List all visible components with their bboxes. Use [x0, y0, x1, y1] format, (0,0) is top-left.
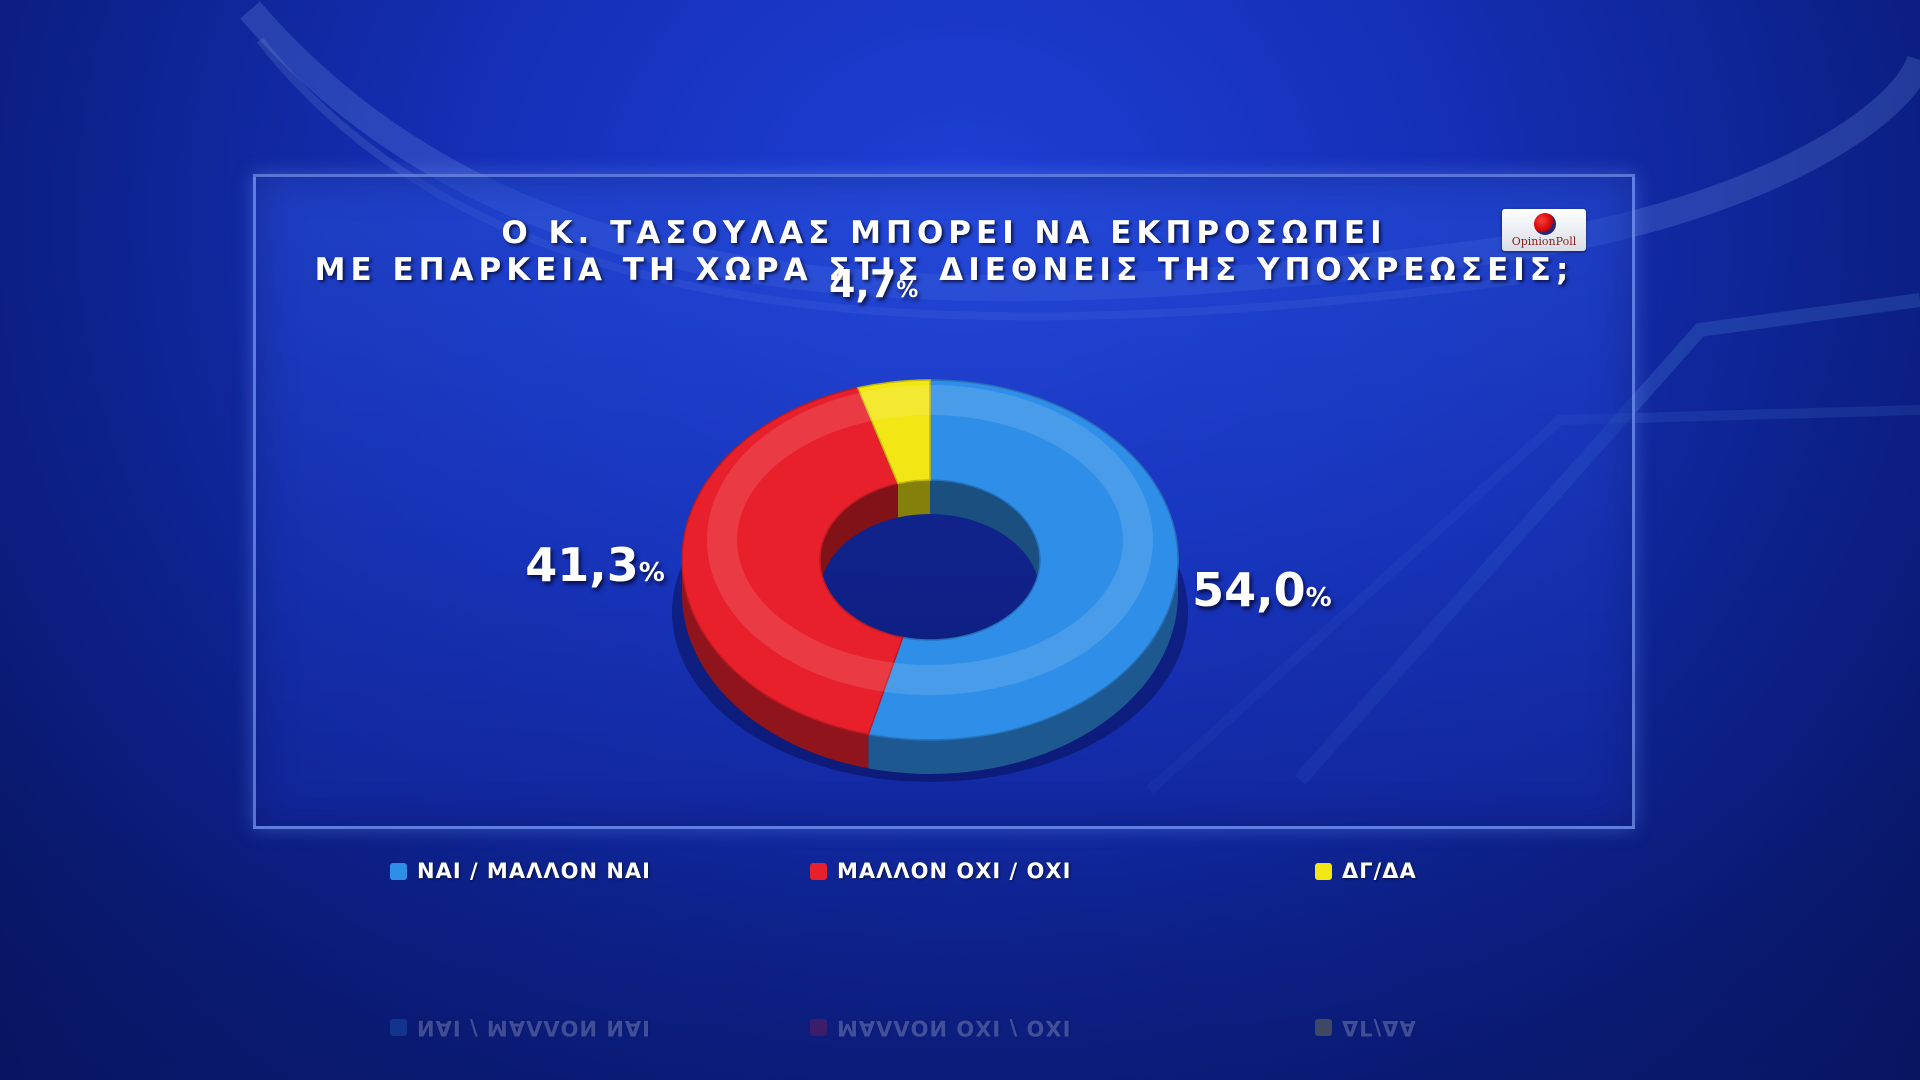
- value-number: 4,7: [828, 262, 897, 307]
- value-unit: %: [896, 278, 919, 304]
- legend-label: ΔΓ/ΔΑ: [1342, 1016, 1417, 1040]
- title-line-2: ΜΕ ΕΠΑΡΚΕΙΑ ΤΗ ΧΩΡΑ ΣΤΙΣ ΔΙΕΘΝΕΙΣ ΤΗΣ ΥΠ…: [314, 252, 1574, 288]
- legend-label: ΝΑΙ / ΜΑΛΛΟΝ ΝΑΙ: [417, 1016, 651, 1040]
- value-unit: %: [1305, 583, 1332, 614]
- legend-label: ΜΑΛΛΟΝ ΟΧΙ / ΟΧΙ: [837, 859, 1072, 883]
- legend-swatch: [1315, 862, 1332, 880]
- legend-label: ΔΓ/ΔΑ: [1342, 859, 1417, 883]
- legend-label: ΝΑΙ / ΜΑΛΛΟΝ ΝΑΙ: [417, 859, 651, 883]
- value-unit: %: [638, 558, 665, 589]
- logo-text: OpinionPoll: [1511, 235, 1577, 248]
- donut-inner-wall-0: [930, 480, 1040, 594]
- title-line-1: Ο Κ. ΤΑΣΟΥΛΑΣ ΜΠΟΡΕΙ ΝΑ ΕΚΠΡΟΣΩΠΕΙ: [501, 215, 1387, 251]
- legend-item-1: ΜΑΛΛΟΝ ΟΧΙ / ΟΧΙ: [810, 859, 1071, 883]
- donut-highlight: [707, 385, 1153, 695]
- legend-swatch: [390, 1019, 407, 1037]
- legend-swatch: [1315, 1019, 1332, 1037]
- legend-item-0: ΝΑΙ / ΜΑΛΛΟΝ ΝΑΙ: [390, 859, 651, 883]
- legend-label: ΜΑΛΛΟΝ ΟΧΙ / ΟΧΙ: [837, 1016, 1072, 1040]
- donut-inner-wall-1: [820, 483, 898, 594]
- value-number: 41,3: [525, 538, 639, 593]
- donut-outer-wall-1: [682, 560, 869, 769]
- logo-mark: [1534, 213, 1556, 235]
- reflective-floor: [0, 790, 1920, 1080]
- donut-slice-2: [856, 379, 931, 485]
- legend-reflection: ΝΑΙ / ΜΑΛΛΟΝ ΝΑΙ ΜΑΛΛΟΝ ΟΧΙ / ΟΧΙ ΔΓ/ΔΑ: [0, 1000, 1920, 1040]
- value-label-0: 54,0%: [1192, 563, 1332, 617]
- donut-inner-wall-2: [897, 480, 930, 518]
- chart-title: Ο Κ. ΤΑΣΟΥΛΑΣ ΜΠΟΡΕΙ ΝΑ ΕΚΠΡΟΣΩΠΕΙ ΜΕ ΕΠ…: [256, 215, 1632, 289]
- legend-swatch: [810, 862, 827, 880]
- chart-legend: ΝΑΙ / ΜΑΛΛΟΝ ΝΑΙ ΜΑΛΛΟΝ ΟΧΙ / ΟΧΙ ΔΓ/ΔΑ: [0, 859, 1920, 889]
- legend-reflection-item-1: ΜΑΛΛΟΝ ΟΧΙ / ΟΧΙ: [810, 1016, 1071, 1040]
- value-label-1: 41,3%: [525, 538, 665, 592]
- value-label-2: 4,7%: [829, 262, 918, 306]
- donut-slice-1: [681, 386, 904, 736]
- donut-outer-wall-0: [868, 560, 1178, 774]
- opinionpoll-logo: OpinionPoll: [1502, 209, 1586, 251]
- legend-item-2: ΔΓ/ΔΑ: [1315, 859, 1417, 883]
- legend-reflection-item-2: ΔΓ/ΔΑ: [1315, 1016, 1417, 1040]
- legend-reflection-item-0: ΝΑΙ / ΜΑΛΛΟΝ ΝΑΙ: [390, 1016, 651, 1040]
- legend-swatch: [810, 1019, 827, 1037]
- legend-swatch: [390, 862, 407, 880]
- value-number: 54,0: [1192, 563, 1306, 618]
- donut-slice-0: [867, 379, 1179, 741]
